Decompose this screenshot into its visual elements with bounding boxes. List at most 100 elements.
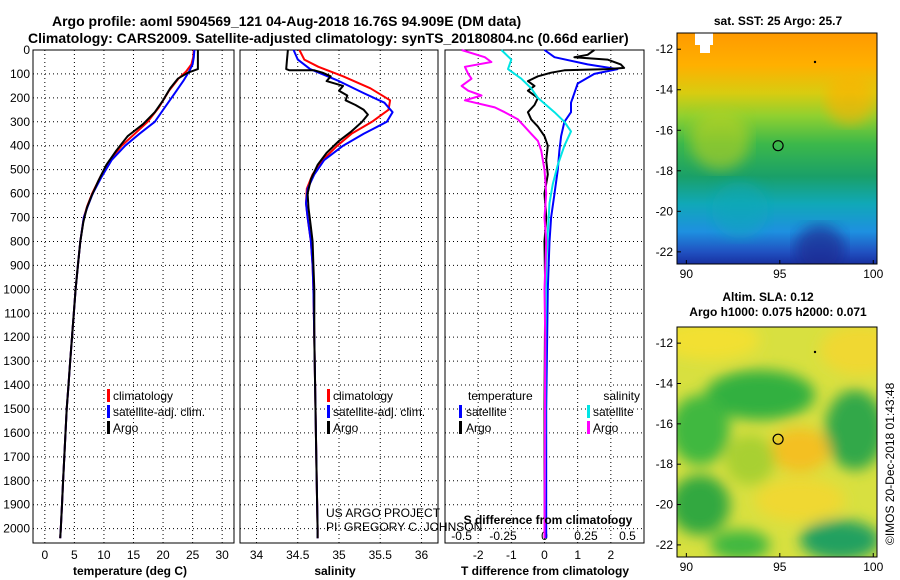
depth-tick-label: 200 (10, 91, 30, 105)
map-y-tick-label: -12 (656, 336, 674, 350)
depth-tick-label: 1600 (3, 426, 30, 440)
series-line-climatology (59, 49, 195, 539)
sla-map-image (677, 327, 877, 557)
map-y-tick-label: -20 (656, 498, 674, 512)
s-difference-tick-label: 0.5 (619, 529, 636, 543)
depth-tick-label: 1300 (3, 354, 30, 368)
legend-argo: Argo (113, 421, 139, 435)
imos-credit: ©IMOS 20-Dec-2018 01:43:48 (883, 382, 897, 545)
map-x-tick-label: 100 (863, 267, 883, 281)
s-difference-axis-title: S difference from climatology (464, 513, 633, 527)
depth-tick-label: 400 (10, 139, 30, 153)
depth-tick-label: 2000 (3, 522, 30, 536)
legend-swatch-argo (327, 421, 330, 434)
temperature-axis-title: temperature (deg C) (73, 564, 187, 578)
depth-tick-label: 1800 (3, 474, 30, 488)
legend-swatch-climatology (327, 389, 330, 402)
depth-tick-label: 1100 (4, 306, 30, 320)
x-tick-label: 36 (415, 548, 429, 562)
depth-tick-label: 1700 (3, 450, 30, 464)
sst-map-title: sat. SST: 25 Argo: 25.7 (714, 14, 843, 28)
legend-argo: Argo (333, 421, 359, 435)
legend-s-argo: Argo (593, 421, 619, 435)
depth-tick-label: 1500 (3, 402, 30, 416)
x-tick-label: 20 (156, 548, 170, 562)
sla-map-title: Altim. SLA: 0.12 (722, 290, 814, 304)
series-line-t-satellite (543, 49, 619, 539)
sla-argo-location-marker (772, 433, 784, 445)
x-tick-label: 25 (186, 548, 200, 562)
legend-swatch-t-satellite (459, 405, 462, 418)
difference-legend: temperature salinity satellite Argo sate… (459, 389, 640, 435)
x-tick-label: 35 (332, 548, 346, 562)
x-tick-label: 1 (574, 548, 581, 562)
depth-tick-label: 600 (10, 187, 30, 201)
map-y-tick-label: -22 (656, 245, 674, 259)
depth-tick-label: 900 (10, 258, 30, 272)
depth-tick-label: 0 (23, 43, 30, 57)
salinity-plot-frame (239, 49, 439, 544)
series-line-satellite-adj-clim- (292, 49, 394, 539)
series-line-s-argo (460, 49, 548, 539)
map-y-tick-label: -16 (656, 417, 674, 431)
map-x-tick-label: 90 (680, 560, 694, 574)
depth-tick-label: 1000 (3, 282, 30, 296)
sst-map-image (677, 33, 877, 264)
legend-swatch-satellite (107, 405, 110, 418)
series-line-s-satellite (500, 49, 572, 539)
legend-t-argo: Argo (466, 421, 492, 435)
sla-map-subtitle: Argo h1000: 0.075 h2000: 0.071 (689, 305, 867, 319)
sst-map-frame (676, 32, 878, 265)
map-y-tick-label: -18 (656, 164, 674, 178)
x-tick-label: 2 (607, 548, 614, 562)
legend-swatch-t-argo (459, 421, 462, 434)
series-line-argo (285, 49, 369, 539)
header-line-2: Climatology: CARS2009. Satellite-adjuste… (28, 30, 629, 46)
depth-tick-label: 1400 (3, 378, 30, 392)
legend-satellite: satellite-adj. clim. (113, 405, 205, 419)
x-tick-label: 5 (71, 548, 78, 562)
depth-tick-label: 800 (10, 234, 30, 248)
depth-tick-label: 700 (10, 211, 30, 225)
map-y-tick-label: -20 (656, 204, 674, 218)
map-y-tick-label: -16 (656, 123, 674, 137)
salinity-legend: climatology satellite-adj. clim. Argo (327, 389, 425, 435)
temperature-legend: climatology satellite-adj. clim. Argo (107, 389, 205, 435)
legend-title-salinity: salinity (603, 389, 640, 403)
depth-tick-label: 500 (10, 163, 30, 177)
legend-t-satellite: satellite (466, 405, 507, 419)
depth-tick-label: 1900 (3, 498, 30, 512)
map-x-tick-label: 95 (773, 267, 787, 281)
map-x-tick-label: 95 (773, 560, 787, 574)
map-x-tick-label: 100 (863, 560, 883, 574)
series-line-satellite-adj-clim- (59, 49, 196, 539)
x-tick-label: 0 (41, 548, 48, 562)
pi-annotation: PI: GREGORY C. JOHNSON (326, 520, 482, 534)
s-difference-tick-label: -0.25 (489, 529, 517, 543)
project-annotation: US ARGO PROJECT (326, 506, 441, 520)
island-dot (813, 350, 817, 354)
map-y-tick-label: -14 (656, 83, 674, 97)
x-tick-label: -1 (506, 548, 517, 562)
x-tick-label: 0 (541, 548, 548, 562)
salinity-axis-title: salinity (314, 564, 356, 578)
depth-tick-label: 100 (10, 67, 30, 81)
legend-swatch-satellite (327, 405, 330, 418)
sla-map-frame (676, 326, 878, 558)
legend-satellite: satellite-adj. clim. (333, 405, 425, 419)
x-tick-label: 35.5 (369, 548, 393, 562)
s-difference-tick-label: -0.5 (451, 529, 472, 543)
x-tick-label: 34.5 (286, 548, 310, 562)
depth-axis: 0 100 200 300 400 500 600 700 800 900 1000 1100 1200… (3, 43, 30, 536)
x-tick-label: 34 (250, 548, 264, 562)
legend-swatch-s-satellite (587, 405, 590, 418)
island-dot (813, 60, 817, 64)
series-line-t-argo (526, 49, 626, 539)
depth-tick-label: 300 (10, 115, 30, 129)
map-y-tick-label: -12 (656, 42, 674, 56)
series-line-argo (59, 50, 199, 539)
map-x-tick-label: 90 (680, 267, 694, 281)
map-y-tick-label: -14 (656, 376, 674, 390)
x-tick-label: 30 (215, 548, 229, 562)
